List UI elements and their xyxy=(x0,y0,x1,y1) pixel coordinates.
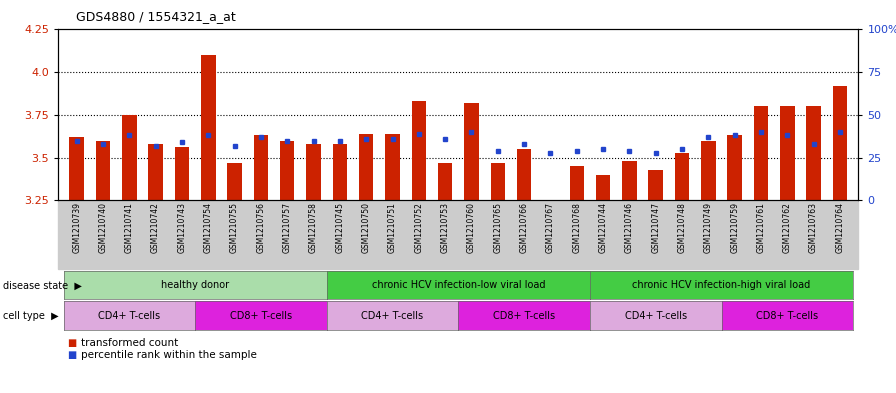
Bar xyxy=(596,175,610,200)
Bar xyxy=(332,144,347,200)
Text: GSM1210742: GSM1210742 xyxy=(151,202,160,253)
Text: GSM1210761: GSM1210761 xyxy=(756,202,765,253)
Bar xyxy=(543,200,557,202)
Text: GSM1210760: GSM1210760 xyxy=(467,202,476,253)
Text: CD8+ T-cells: CD8+ T-cells xyxy=(756,310,818,321)
Bar xyxy=(385,134,400,200)
Bar xyxy=(701,141,716,200)
Text: chronic HCV infection-low viral load: chronic HCV infection-low viral load xyxy=(372,280,545,290)
Text: GSM1210743: GSM1210743 xyxy=(177,202,186,253)
Text: GSM1210768: GSM1210768 xyxy=(573,202,582,253)
Text: CD8+ T-cells: CD8+ T-cells xyxy=(493,310,556,321)
Bar xyxy=(728,136,742,200)
Bar xyxy=(754,107,768,200)
Text: GSM1210745: GSM1210745 xyxy=(335,202,344,253)
Text: GSM1210744: GSM1210744 xyxy=(599,202,607,253)
Bar xyxy=(411,101,426,200)
Bar xyxy=(517,149,531,200)
Bar xyxy=(149,144,163,200)
Text: GSM1210750: GSM1210750 xyxy=(362,202,371,253)
Text: ■: ■ xyxy=(67,350,76,360)
Text: CD4+ T-cells: CD4+ T-cells xyxy=(361,310,424,321)
Text: cell type  ▶: cell type ▶ xyxy=(3,310,58,321)
Text: GSM1210739: GSM1210739 xyxy=(73,202,82,253)
Text: GSM1210755: GSM1210755 xyxy=(230,202,239,253)
Text: chronic HCV infection-high viral load: chronic HCV infection-high viral load xyxy=(633,280,811,290)
Bar xyxy=(780,107,795,200)
Text: ■: ■ xyxy=(67,338,76,348)
Bar xyxy=(280,141,295,200)
Bar xyxy=(832,86,848,200)
Text: GSM1210766: GSM1210766 xyxy=(520,202,529,253)
Text: CD8+ T-cells: CD8+ T-cells xyxy=(230,310,292,321)
Text: GSM1210756: GSM1210756 xyxy=(256,202,265,253)
Text: CD4+ T-cells: CD4+ T-cells xyxy=(99,310,160,321)
Text: healthy donor: healthy donor xyxy=(161,280,229,290)
Text: GSM1210767: GSM1210767 xyxy=(546,202,555,253)
Text: GSM1210741: GSM1210741 xyxy=(125,202,134,253)
Text: GSM1210753: GSM1210753 xyxy=(441,202,450,253)
Text: GSM1210758: GSM1210758 xyxy=(309,202,318,253)
Text: GSM1210740: GSM1210740 xyxy=(99,202,108,253)
Bar xyxy=(228,163,242,200)
Text: GSM1210762: GSM1210762 xyxy=(783,202,792,253)
Bar xyxy=(175,147,189,200)
Text: GSM1210765: GSM1210765 xyxy=(494,202,503,253)
Bar xyxy=(122,115,136,200)
Bar xyxy=(649,170,663,200)
Text: GSM1210747: GSM1210747 xyxy=(651,202,660,253)
Text: GSM1210759: GSM1210759 xyxy=(730,202,739,253)
Text: GSM1210746: GSM1210746 xyxy=(625,202,633,253)
Bar xyxy=(201,55,216,200)
Text: GDS4880 / 1554321_a_at: GDS4880 / 1554321_a_at xyxy=(76,10,236,23)
Bar xyxy=(570,166,584,200)
Bar xyxy=(675,152,689,200)
Bar xyxy=(622,161,637,200)
Bar xyxy=(464,103,478,200)
Text: GSM1210748: GSM1210748 xyxy=(677,202,686,253)
Text: GSM1210749: GSM1210749 xyxy=(704,202,713,253)
Text: GSM1210752: GSM1210752 xyxy=(414,202,423,253)
Text: transformed count: transformed count xyxy=(81,338,178,348)
Text: CD4+ T-cells: CD4+ T-cells xyxy=(625,310,686,321)
Text: percentile rank within the sample: percentile rank within the sample xyxy=(81,350,256,360)
Bar xyxy=(806,107,821,200)
Text: GSM1210757: GSM1210757 xyxy=(283,202,292,253)
Bar xyxy=(438,163,452,200)
Text: GSM1210763: GSM1210763 xyxy=(809,202,818,253)
Bar xyxy=(96,141,110,200)
Text: GSM1210754: GSM1210754 xyxy=(203,202,212,253)
Text: GSM1210764: GSM1210764 xyxy=(835,202,844,253)
Bar xyxy=(254,136,268,200)
Bar xyxy=(306,144,321,200)
Text: disease state  ▶: disease state ▶ xyxy=(3,280,82,290)
Bar xyxy=(359,134,374,200)
Bar xyxy=(490,163,505,200)
Text: GSM1210751: GSM1210751 xyxy=(388,202,397,253)
Bar xyxy=(69,137,84,200)
